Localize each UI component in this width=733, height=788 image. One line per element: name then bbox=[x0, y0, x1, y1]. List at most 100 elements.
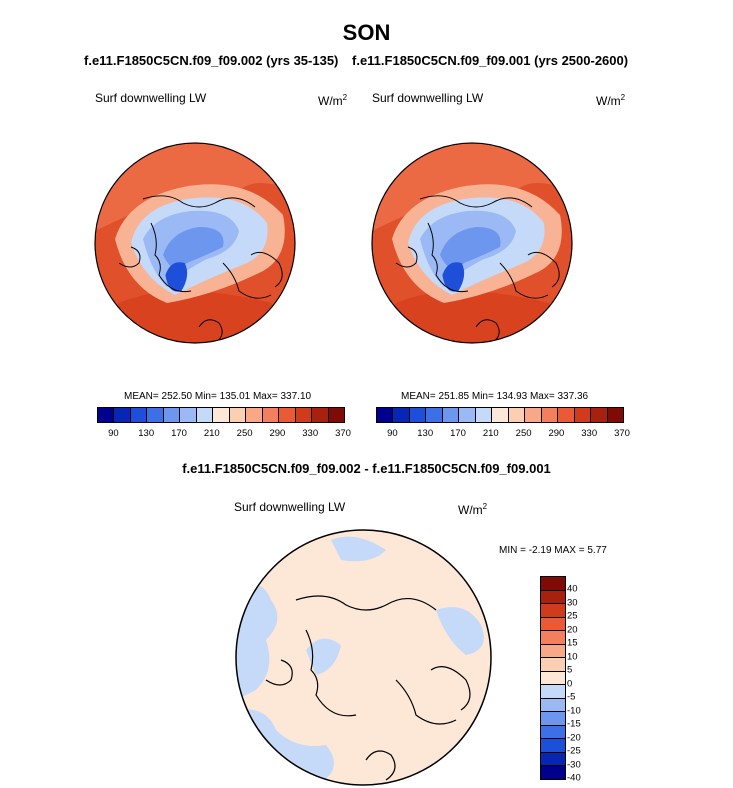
diff-stats: MIN = -2.19 MAX = 5.77 bbox=[499, 545, 607, 556]
diff-map-neg-east bbox=[436, 607, 484, 655]
colorbar-swatch bbox=[492, 408, 509, 422]
left-panel-label: Surf downwelling LW bbox=[95, 91, 207, 105]
colorbar-swatch bbox=[377, 408, 394, 422]
colorbar-swatch bbox=[312, 408, 329, 422]
colorbar-tick-label: 20 bbox=[567, 624, 578, 636]
colorbar-swatch bbox=[475, 408, 493, 422]
colorbar-swatch bbox=[459, 408, 476, 422]
colorbar-tick-label: -5 bbox=[567, 691, 576, 703]
colorbar-tick-label: 40 bbox=[567, 583, 578, 595]
right-polar-map bbox=[371, 142, 573, 344]
colorbar-tick-label: 250 bbox=[515, 428, 532, 439]
colorbar-swatch bbox=[558, 408, 575, 422]
diff-map-neg-arctic bbox=[306, 638, 341, 675]
colorbar-tick-label: 210 bbox=[482, 428, 499, 439]
colorbar-swatch bbox=[541, 670, 565, 685]
colorbar-tick-label: 330 bbox=[581, 428, 598, 439]
colorbar-tick-label: 90 bbox=[108, 428, 119, 439]
colorbar-tick-label: 250 bbox=[236, 428, 253, 439]
colorbar-tick-label: -25 bbox=[567, 745, 581, 757]
colorbar-swatch bbox=[541, 697, 565, 712]
diff-units: W/m2 bbox=[458, 502, 488, 517]
colorbar-swatch bbox=[541, 711, 565, 725]
colorbar-swatch bbox=[262, 408, 280, 422]
right-map-cold-inner bbox=[440, 227, 501, 270]
colorbar-tick-label: -15 bbox=[567, 718, 581, 730]
colorbar-tick-label: -10 bbox=[567, 705, 581, 717]
colorbar-swatch bbox=[508, 408, 526, 422]
colorbar-tick-label: -20 bbox=[567, 732, 581, 744]
colorbar-swatch bbox=[295, 408, 313, 422]
left-polar-map bbox=[94, 142, 296, 344]
colorbar-swatch bbox=[98, 408, 115, 422]
left-map-cold-inner bbox=[163, 227, 224, 270]
right-panel-label: Surf downwelling LW bbox=[372, 91, 484, 105]
colorbar-swatch bbox=[163, 408, 181, 422]
colorbar-swatch bbox=[541, 684, 565, 698]
colorbar-swatch bbox=[541, 765, 565, 779]
colorbar-swatch bbox=[393, 408, 410, 422]
colorbar-tick-label: 130 bbox=[417, 428, 434, 439]
diff-map-neg-west bbox=[236, 584, 278, 700]
colorbar-swatch bbox=[541, 577, 565, 590]
colorbar-tick-label: 330 bbox=[302, 428, 319, 439]
colorbar-tick-label: 370 bbox=[335, 428, 351, 439]
diff-map-neg-north bbox=[331, 536, 386, 562]
right-colorbar-ticks: 90 130 170 210 250 290 330 370 bbox=[376, 428, 630, 440]
right-map-greenland-min bbox=[442, 262, 465, 292]
colorbar-tick-label: 290 bbox=[269, 428, 286, 439]
colorbar-swatch bbox=[130, 408, 148, 422]
colorbar-swatch bbox=[541, 630, 565, 644]
colorbar-swatch bbox=[541, 603, 565, 617]
colorbar-swatch bbox=[213, 408, 230, 422]
left-units: W/m2 bbox=[318, 93, 348, 108]
colorbar-tick-label: 170 bbox=[171, 428, 187, 439]
colorbar-swatch bbox=[147, 408, 164, 422]
colorbar-swatch bbox=[541, 751, 565, 766]
left-coastlines bbox=[118, 195, 283, 343]
colorbar-swatch bbox=[442, 408, 460, 422]
figure-title: SON bbox=[342, 20, 391, 45]
colorbar-tick-label: 5 bbox=[567, 664, 573, 676]
diff-panel-label: Surf downwelling LW bbox=[234, 500, 346, 514]
colorbar-swatch bbox=[328, 408, 345, 422]
right-colorbar bbox=[376, 407, 624, 423]
colorbar-swatch bbox=[541, 616, 565, 631]
colorbar-swatch bbox=[196, 408, 214, 422]
colorbar-swatch bbox=[114, 408, 131, 422]
colorbar-tick-label: 170 bbox=[450, 428, 466, 439]
colorbar-swatch bbox=[591, 408, 608, 422]
colorbar-swatch bbox=[229, 408, 247, 422]
colorbar-swatch bbox=[541, 408, 559, 422]
colorbar-swatch bbox=[279, 408, 296, 422]
left-colorbar bbox=[97, 407, 345, 423]
left-case-title: f.e11.F1850C5CN.f09_f09.002 (yrs 35-135) bbox=[84, 53, 339, 68]
left-map-greenland-min bbox=[165, 262, 188, 292]
left-colorbar-ticks: 90 130 170 210 250 290 330 370 bbox=[97, 428, 351, 440]
colorbar-swatch bbox=[541, 724, 565, 739]
diff-polar-map bbox=[235, 529, 492, 786]
colorbar-tick-label: 90 bbox=[387, 428, 398, 439]
colorbar-tick-label: 290 bbox=[548, 428, 565, 439]
colorbar-swatch bbox=[426, 408, 443, 422]
colorbar-tick-label: 25 bbox=[567, 610, 578, 622]
colorbar-swatch bbox=[541, 738, 565, 752]
left-stats: MEAN= 252.50 Min= 135.01 Max= 337.10 bbox=[124, 391, 312, 402]
colorbar-swatch bbox=[541, 589, 565, 604]
diff-colorbar-labels: 40 30 25 20 15 10 5 0 -5 -10 -15 -20 -25 -30 -40 bbox=[567, 576, 607, 784]
diff-coastlines bbox=[265, 595, 471, 781]
right-case-title: f.e11.F1850C5CN.f09_f09.001 (yrs 2500-26… bbox=[352, 53, 629, 68]
colorbar-tick-label: 370 bbox=[614, 428, 630, 439]
colorbar-swatch bbox=[541, 657, 565, 671]
colorbar-tick-label: 210 bbox=[203, 428, 220, 439]
right-units: W/m2 bbox=[596, 93, 626, 108]
right-coastlines bbox=[395, 195, 560, 343]
colorbar-tick-label: 15 bbox=[567, 637, 578, 649]
colorbar-tick-label: -40 bbox=[567, 772, 581, 784]
colorbar-swatch bbox=[525, 408, 542, 422]
colorbar-swatch bbox=[607, 408, 624, 422]
colorbar-tick-label: 10 bbox=[567, 651, 578, 663]
diff-colorbar bbox=[540, 576, 566, 780]
colorbar-swatch bbox=[574, 408, 592, 422]
colorbar-tick-label: 30 bbox=[567, 597, 578, 609]
